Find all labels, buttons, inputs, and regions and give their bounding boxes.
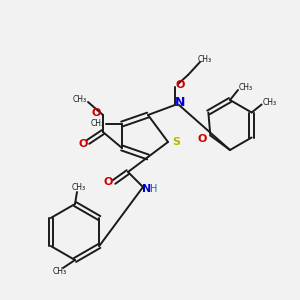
Text: O: O bbox=[78, 139, 88, 149]
Text: CH₃: CH₃ bbox=[198, 55, 212, 64]
Text: CH₃: CH₃ bbox=[239, 82, 253, 91]
Text: CH₃: CH₃ bbox=[262, 98, 277, 107]
Text: N: N bbox=[175, 97, 185, 110]
Text: CH₃: CH₃ bbox=[72, 182, 86, 191]
Text: H: H bbox=[150, 184, 158, 194]
Text: S: S bbox=[172, 137, 180, 147]
Text: CH₃: CH₃ bbox=[91, 119, 105, 128]
Text: O: O bbox=[103, 177, 113, 187]
Text: O: O bbox=[198, 134, 207, 145]
Text: CH₃: CH₃ bbox=[53, 268, 67, 277]
Text: CH₃: CH₃ bbox=[73, 95, 87, 104]
Text: O: O bbox=[175, 80, 185, 90]
Text: O: O bbox=[91, 108, 101, 118]
Text: N: N bbox=[142, 184, 152, 194]
